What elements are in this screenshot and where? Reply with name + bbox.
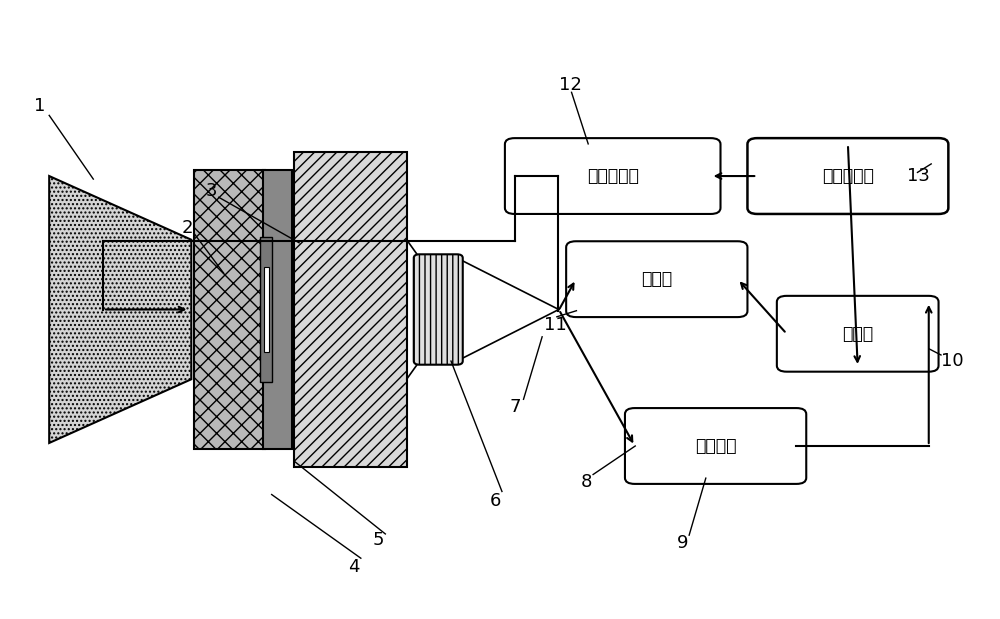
- Text: 计算机: 计算机: [641, 270, 672, 288]
- Text: 2: 2: [182, 219, 193, 236]
- FancyBboxPatch shape: [505, 138, 720, 214]
- Text: 9: 9: [676, 534, 688, 552]
- FancyBboxPatch shape: [747, 138, 948, 214]
- Bar: [263, 170, 292, 449]
- FancyBboxPatch shape: [625, 408, 806, 484]
- Bar: [260, 236, 272, 383]
- Text: 脉冲延时器: 脉冲延时器: [587, 167, 639, 185]
- Bar: [194, 170, 265, 449]
- Text: 1: 1: [34, 97, 46, 115]
- Text: 8: 8: [580, 474, 592, 491]
- Text: 12: 12: [559, 76, 582, 94]
- Text: 同步触发器: 同步触发器: [822, 167, 874, 185]
- Text: 10: 10: [941, 352, 964, 370]
- Bar: [264, 267, 269, 352]
- Bar: [294, 152, 407, 467]
- FancyBboxPatch shape: [566, 241, 747, 317]
- Text: 光纤接头: 光纤接头: [695, 437, 736, 455]
- Text: 6: 6: [490, 491, 502, 509]
- FancyBboxPatch shape: [414, 254, 463, 365]
- Text: 7: 7: [510, 397, 521, 415]
- Text: 光谱仪: 光谱仪: [842, 325, 873, 343]
- Text: 5: 5: [373, 531, 384, 549]
- Text: 3: 3: [206, 182, 218, 200]
- Text: 11: 11: [544, 316, 567, 334]
- Polygon shape: [49, 176, 191, 443]
- Text: 4: 4: [348, 558, 360, 576]
- Text: 13: 13: [907, 167, 930, 185]
- FancyBboxPatch shape: [777, 296, 939, 371]
